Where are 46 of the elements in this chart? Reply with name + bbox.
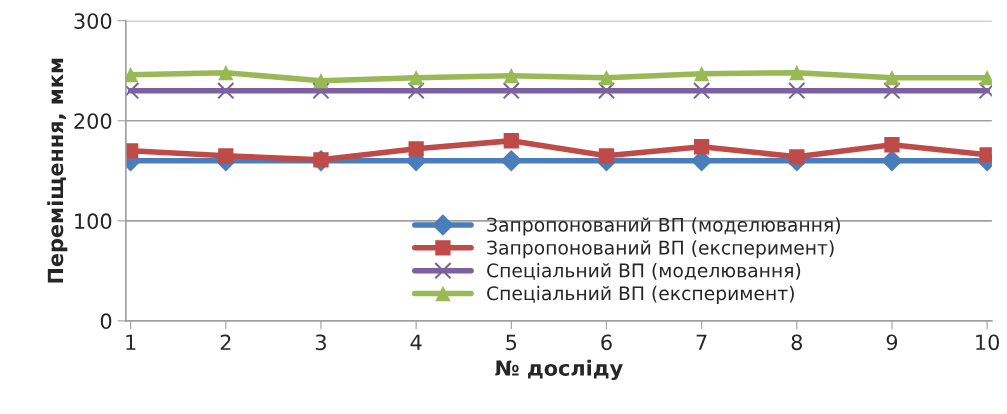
x-tick-label: 4 <box>410 334 422 350</box>
point <box>883 82 901 100</box>
point <box>694 66 710 82</box>
point <box>217 82 235 100</box>
point <box>598 148 615 164</box>
x-tick-label: 7 <box>696 334 707 350</box>
point <box>597 82 616 100</box>
point <box>884 70 900 86</box>
x-tick-label: 1 <box>126 334 136 350</box>
legend-label: Запропонований ВП (експеримент) <box>487 240 834 259</box>
point <box>408 141 424 157</box>
x-axis-title: № досліду <box>495 359 623 381</box>
point <box>789 65 805 81</box>
point <box>789 149 805 165</box>
legend-label: Запропонований ВП (моделювання) <box>487 217 840 236</box>
point <box>407 82 425 100</box>
legend-label: Спеціальний ВП (експеримент) <box>487 285 794 304</box>
point <box>313 73 329 89</box>
point <box>500 149 523 172</box>
y-tick-label: 300 <box>74 13 112 29</box>
point <box>218 65 234 81</box>
legend-label: Спеціальний ВП (моделювання) <box>487 262 801 280</box>
point <box>788 82 806 100</box>
point <box>125 67 139 83</box>
x-tick-label: 8 <box>791 334 802 351</box>
y-tick-label: 100 <box>75 213 112 230</box>
point <box>881 149 903 172</box>
point <box>884 137 900 153</box>
x-tick-label: 6 <box>601 334 612 351</box>
x-tick-label: 9 <box>886 334 898 351</box>
y-axis-title: Переміщення, мкм <box>47 58 68 283</box>
x-tick-label: 5 <box>506 334 517 351</box>
point <box>503 68 519 84</box>
point <box>694 139 710 155</box>
y-tick-label: 200 <box>74 113 112 129</box>
x-tick-label: 3 <box>315 334 326 351</box>
point <box>502 82 520 100</box>
x-tick-label: 2 <box>220 334 231 350</box>
x-tick-label: 10 <box>976 334 1000 351</box>
point <box>692 82 711 100</box>
point <box>408 70 424 86</box>
point <box>218 148 234 164</box>
y-tick-label: 0 <box>100 313 112 330</box>
point <box>598 70 615 86</box>
point <box>312 82 330 100</box>
point <box>503 133 519 149</box>
